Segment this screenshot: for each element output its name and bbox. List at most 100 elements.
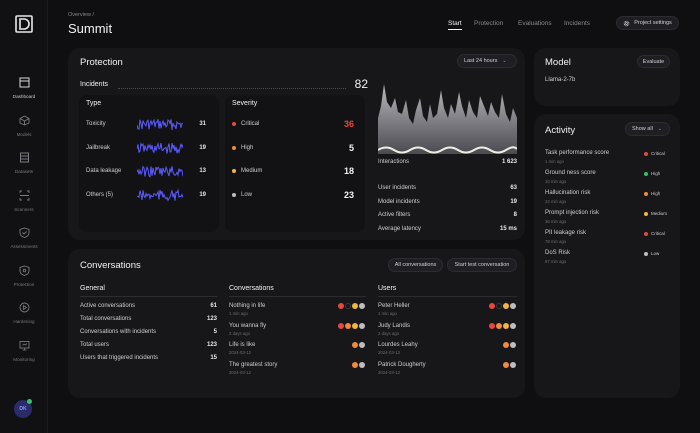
general-stat-value: 123 xyxy=(206,342,217,348)
conversation-time: 1 min ago xyxy=(229,311,248,316)
incident-badge xyxy=(510,342,516,348)
type-panel xyxy=(79,95,219,232)
active-filters-label: Active filters xyxy=(378,212,411,218)
sidebar-item-assessments[interactable]: Assessments xyxy=(0,225,48,259)
activity-severity-dot xyxy=(644,231,648,236)
incident-badge xyxy=(352,342,358,348)
activity-filter-select[interactable]: Show all ⌄ xyxy=(625,122,670,136)
sidebar-item-label: Assessments xyxy=(10,244,38,249)
sidebar xyxy=(0,0,48,433)
severity-row-high: High xyxy=(232,145,253,151)
severity-value: 36 xyxy=(343,119,354,129)
online-status-dot xyxy=(27,399,32,404)
severity-value: 5 xyxy=(348,142,354,153)
incident-badge xyxy=(345,303,351,309)
conversation-title[interactable]: Life is like xyxy=(229,342,256,348)
average-latency-value: 15 ms xyxy=(499,225,517,232)
page-title: Summit xyxy=(68,21,113,36)
incident-badges xyxy=(503,342,517,348)
activity-severity-label: High xyxy=(651,191,661,196)
activity-item-time: 78 min ago xyxy=(545,238,567,244)
general-stat-label: Conversations with incidents xyxy=(80,329,157,335)
incident-badge xyxy=(352,303,358,309)
tab-start[interactable]: Start xyxy=(448,20,462,30)
sidebar-item-dashboard[interactable]: Dashboard xyxy=(0,75,48,109)
user-name[interactable]: Lourdes Leahy xyxy=(378,342,418,348)
chevron-down-icon: ⌄ xyxy=(657,126,662,132)
general-divider xyxy=(80,296,217,297)
type-value: 31 xyxy=(199,121,206,127)
incident-badges xyxy=(338,322,366,329)
general-stat-value: 15 xyxy=(210,355,217,361)
user-time: 2024-03-12 xyxy=(378,369,400,375)
shield-check-icon xyxy=(19,227,29,238)
user-name[interactable]: Patrick Dougherty xyxy=(378,361,426,368)
sidebar-item-hardening[interactable]: Hardening xyxy=(0,300,48,334)
type-label: Toxicity xyxy=(86,121,106,127)
breadcrumb[interactable]: Overview / xyxy=(68,12,94,18)
start-test-conversation-button[interactable]: Start test conversation xyxy=(447,258,517,272)
user-time: 2 days ago xyxy=(378,330,400,336)
model-name: Llama-2-7b xyxy=(545,77,576,83)
incidents-label: Incidents xyxy=(80,81,109,88)
activity-severity-dot xyxy=(644,191,648,196)
activity-severity-label: Critical xyxy=(651,231,665,236)
activity-severity-label: High xyxy=(651,171,661,176)
monitor-icon xyxy=(19,340,29,350)
avatar[interactable]: DK xyxy=(14,400,32,418)
activity-item-title: DoS Risk xyxy=(545,250,571,256)
sidebar-item-monitoring[interactable]: Monitoring xyxy=(0,338,48,372)
sidebar-item-protection[interactable]: Protection xyxy=(0,263,48,297)
incident-badge xyxy=(338,322,344,329)
incident-badges xyxy=(352,361,366,368)
type-title: Type xyxy=(86,100,102,107)
incident-badges xyxy=(503,361,517,368)
model-incidents-value: 19 xyxy=(510,198,517,205)
cube-icon xyxy=(19,114,29,125)
project-settings-label: Project settings xyxy=(634,20,672,26)
general-stat-label: Active conversations xyxy=(80,303,136,309)
tab-evaluations[interactable]: Evaluations xyxy=(518,20,552,27)
conversation-title[interactable]: Nothing in life xyxy=(229,303,266,309)
tab-protection[interactable]: Protection xyxy=(474,20,504,27)
incident-badge xyxy=(359,342,365,348)
conversation-time: 2024-03-12 xyxy=(229,350,251,355)
conversations-list-title: Conversations xyxy=(229,285,274,292)
incident-badges xyxy=(352,342,366,348)
sidebar-item-label: Monitoring xyxy=(13,356,35,362)
conversation-title[interactable]: You wanna fly xyxy=(229,322,267,329)
user-time: 2024-03-12 xyxy=(378,350,400,355)
sidebar-item-datasets[interactable]: Datasets xyxy=(0,150,48,184)
interactions-chart xyxy=(378,84,517,154)
activity-severity-dot xyxy=(644,151,648,156)
time-range-label: Last 24 hours xyxy=(464,58,498,64)
project-settings-button[interactable]: Project settings xyxy=(616,16,679,30)
tab-incidents[interactable]: Incidents xyxy=(564,20,591,27)
scan-icon xyxy=(19,190,29,200)
all-conversations-button[interactable]: All conversations xyxy=(388,258,443,272)
user-name[interactable]: Peter Heller xyxy=(378,303,410,309)
type-value: 19 xyxy=(199,144,206,151)
chevron-down-icon: ⌄ xyxy=(502,58,507,64)
incident-badge xyxy=(359,361,365,368)
time-range-select[interactable]: Last 24 hours ⌄ xyxy=(457,54,517,68)
incident-badge xyxy=(510,361,516,368)
evaluate-button[interactable]: Evaluate xyxy=(637,55,670,68)
conversation-title[interactable]: The greatest story xyxy=(229,361,278,368)
incident-badge xyxy=(338,303,344,309)
avatar-initials: DK xyxy=(19,406,27,412)
sidebar-item-scanners[interactable]: Scanners xyxy=(0,188,48,222)
severity-value: 18 xyxy=(343,166,354,176)
user-name[interactable]: Judy Landis xyxy=(378,322,411,329)
activity-item-time: 87 min ago xyxy=(545,258,567,264)
user-incidents-value: 63 xyxy=(510,185,517,191)
average-latency-label: Average latency xyxy=(378,225,421,232)
sidebar-item-label: Scanners xyxy=(14,206,34,212)
sidebar-item-models[interactable]: Models xyxy=(0,113,48,147)
users-divider xyxy=(378,296,517,297)
activity-item-time: 36 min ago xyxy=(545,218,567,224)
severity-dot xyxy=(232,192,236,197)
activity-severity-badge: Critical xyxy=(644,151,665,156)
activity-severity-badge: High xyxy=(644,191,660,196)
sidebar-item-label: Hardening xyxy=(13,319,35,324)
